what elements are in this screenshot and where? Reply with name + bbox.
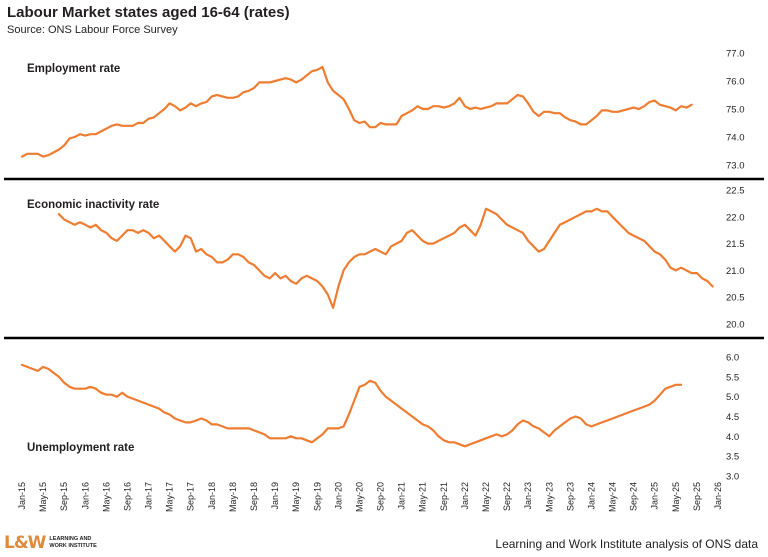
- footer-credit: Learning and Work Institute analysis of …: [495, 537, 758, 551]
- y-tick-label: 77.0: [726, 49, 745, 60]
- y-tick-label: 74.0: [726, 133, 745, 144]
- unemployment-rate-line: [20, 363, 683, 448]
- y-tick-label: 75.0: [726, 105, 745, 116]
- inactivity-rate-label: Economic inactivity rate: [27, 199, 159, 211]
- employment-rate-label: Employment rate: [27, 63, 120, 75]
- chart-title: Labour Market states aged 16-64 (rates): [7, 4, 290, 21]
- employment-rate-line: [20, 65, 693, 158]
- x-tick-label: May-25: [671, 482, 681, 512]
- logo-text: LEARNING AND WORK INSTITUTE: [49, 536, 96, 550]
- x-tick-label: Jan-19: [270, 482, 280, 510]
- x-tick-label: May-17: [165, 482, 175, 512]
- x-tick-label: May-22: [481, 482, 491, 512]
- y-tick-label: 22.5: [726, 186, 745, 197]
- x-tick-label: Jan-15: [17, 482, 27, 510]
- y-tick-label: 20.5: [726, 293, 745, 304]
- x-tick-label: Sep-18: [249, 482, 259, 511]
- x-tick-label: Jan-24: [587, 482, 597, 510]
- logo: L&W LEARNING AND WORK INSTITUTE: [4, 533, 97, 553]
- logo-line-1: LEARNING AND: [49, 536, 92, 542]
- x-tick-label: May-24: [608, 482, 618, 512]
- x-tick-label: Sep-21: [439, 482, 449, 511]
- inactivity-rate-line: [57, 207, 714, 309]
- y-tick-label: 5.0: [726, 392, 739, 403]
- x-tick-label: Sep-19: [312, 482, 322, 511]
- x-tick-label: Sep-16: [123, 482, 133, 511]
- unemployment-rate-label: Unemployment rate: [27, 442, 134, 454]
- x-tick-label: Sep-20: [376, 482, 386, 511]
- y-tick-label: 76.0: [726, 77, 745, 88]
- x-tick-label: Sep-25: [692, 482, 702, 511]
- y-tick-label: 21.5: [726, 239, 745, 250]
- x-tick-label: Jan-25: [650, 482, 660, 510]
- chart-subtitle: Source: ONS Labour Force Survey: [7, 24, 178, 36]
- x-tick-label: Sep-15: [59, 482, 69, 511]
- y-tick-label: 73.0: [726, 161, 745, 172]
- y-tick-label: 3.5: [726, 452, 739, 463]
- x-tick-label: Jan-22: [460, 482, 470, 510]
- x-tick-label: May-18: [228, 482, 238, 512]
- x-tick-label: May-21: [418, 482, 428, 512]
- y-tick-label: 21.0: [726, 266, 745, 277]
- x-tick-label: Sep-24: [629, 482, 639, 511]
- y-tick-label: 20.0: [726, 320, 745, 331]
- x-tick-label: Sep-23: [565, 482, 575, 511]
- x-tick-label: Jan-26: [713, 482, 723, 510]
- y-tick-label: 6.0: [726, 353, 739, 364]
- x-tick-label: May-15: [38, 482, 48, 512]
- y-tick-label: 3.0: [726, 472, 739, 483]
- x-tick-label: Sep-17: [186, 482, 196, 511]
- x-tick-label: Jan-18: [207, 482, 217, 510]
- x-tick-label: Jan-23: [523, 482, 533, 510]
- x-tick-label: May-23: [544, 482, 554, 512]
- logo-line-2: WORK INSTITUTE: [49, 543, 97, 549]
- x-tick-label: Jan-21: [397, 482, 407, 510]
- y-tick-label: 4.5: [726, 412, 739, 423]
- x-tick-label: Jan-17: [144, 482, 154, 510]
- x-tick-label: Jan-16: [80, 482, 90, 510]
- y-tick-label: 5.5: [726, 372, 739, 383]
- y-tick-label: 22.0: [726, 212, 745, 223]
- x-tick-label: May-20: [355, 482, 365, 512]
- logo-mark: L&W: [4, 533, 46, 553]
- x-tick-label: Jan-20: [333, 482, 343, 510]
- x-tick-label: May-19: [291, 482, 301, 512]
- x-tick-label: Sep-22: [502, 482, 512, 511]
- y-tick-label: 4.0: [726, 432, 739, 443]
- x-tick-label: May-16: [101, 482, 111, 512]
